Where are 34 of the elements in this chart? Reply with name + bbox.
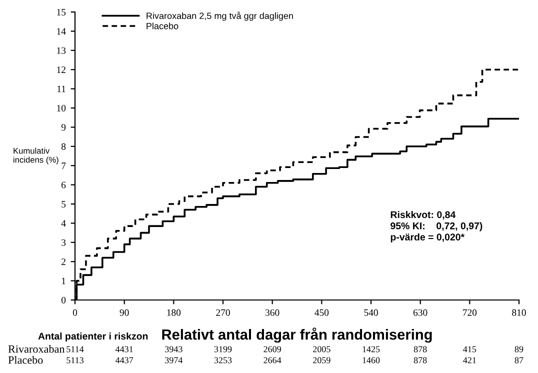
- y-tick-label: 0: [61, 296, 66, 304]
- x-tick-label: 540: [364, 309, 378, 316]
- y-tick-label: 8: [61, 143, 66, 150]
- x-tick-label: 0: [72, 309, 78, 316]
- annotation: Riskkvot: 0,84 95% KI: 0,72, 0,97) p-värde = 0,020*: [390, 210, 482, 242]
- text: Rivaroxaban 5114 4431 3943 3199 2609 2005 1425 878 415 89: [8, 344, 524, 353]
- legend-label: Placebo: [146, 22, 178, 30]
- x-axis-title: Relativt antal dagar från randomisering: [162, 328, 432, 343]
- y-tick-label: 10: [57, 104, 66, 112]
- x-tick-label: 360: [266, 309, 280, 316]
- x-tick-label: 630: [413, 309, 428, 316]
- x-tick-label: 270: [216, 309, 230, 316]
- legend-label: Rivaroxaban 2,5 mg två ggr dagligen: [146, 12, 293, 21]
- x-tick-label: 90: [120, 309, 129, 316]
- x-tick-label: 810: [512, 309, 526, 316]
- y-tick-label: 15: [57, 8, 66, 16]
- x-tick-label: 180: [167, 309, 181, 316]
- x-tick-label: 720: [463, 309, 477, 316]
- y-tick-label: 4: [61, 220, 66, 227]
- y-tick-label: 13: [57, 47, 66, 54]
- text: Placebo 5113 4437 3974 3253 2664 2059 1460 878 421 87: [8, 356, 524, 364]
- text: Antal patienter i riskzon: [38, 332, 148, 342]
- y-axis-title: Kumulativ incidens (%): [14, 148, 58, 164]
- y-tick-label: 14: [57, 28, 66, 35]
- y-tick-label: 9: [61, 124, 66, 131]
- y-tick-label: 12: [57, 66, 66, 73]
- y-tick-label: 7: [62, 162, 66, 169]
- y-tick-label: 6: [62, 182, 66, 188]
- y-tick-label: 1: [62, 278, 66, 284]
- x-tick-label: 450: [314, 309, 329, 316]
- y-tick-label: 3: [62, 239, 66, 246]
- y-tick-label: 11: [57, 86, 66, 92]
- y-tick-label: 5: [62, 201, 66, 208]
- y-tick-label: 2: [62, 258, 66, 265]
